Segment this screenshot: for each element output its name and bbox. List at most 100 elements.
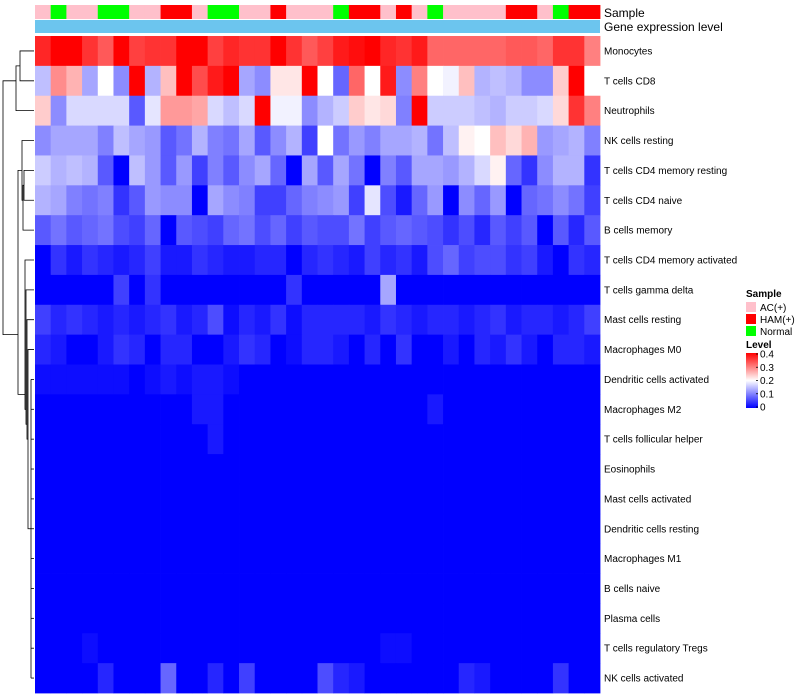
heatmap-cell xyxy=(301,454,318,485)
heatmap-cell xyxy=(286,334,303,365)
heatmap-cell xyxy=(35,155,52,186)
heatmap-cell xyxy=(364,603,381,634)
heatmap-cell xyxy=(50,633,67,664)
heatmap-cell xyxy=(82,334,99,365)
heatmap-cell xyxy=(474,36,491,67)
heatmap-cell xyxy=(254,424,271,455)
heatmap-cell xyxy=(239,155,256,186)
heatmap-cell xyxy=(521,304,538,336)
heatmap-cell xyxy=(427,603,444,634)
heatmap-cell xyxy=(50,65,67,97)
heatmap-cell xyxy=(286,274,303,306)
heatmap-cell xyxy=(427,513,444,545)
heatmap-cell xyxy=(254,603,271,634)
heatmap-cell xyxy=(474,633,491,664)
heatmap-cell xyxy=(364,394,381,425)
heatmap-cell xyxy=(254,633,271,664)
heatmap-cell xyxy=(129,663,146,694)
heatmap-cell xyxy=(443,633,460,664)
heatmap-cell xyxy=(333,95,350,126)
heatmap-cell xyxy=(474,603,491,634)
heatmap-cell xyxy=(380,663,397,694)
heatmap-cell xyxy=(66,663,83,694)
sample-track-cell xyxy=(380,5,397,19)
heatmap-cell xyxy=(395,65,413,97)
heatmap-cell xyxy=(537,633,554,664)
heatmap-cell xyxy=(176,215,193,246)
heatmap-cell xyxy=(129,65,146,97)
heatmap-cell xyxy=(348,483,365,515)
heatmap-cell xyxy=(552,36,570,67)
heatmap-cell xyxy=(490,543,507,574)
heatmap-cell xyxy=(490,185,507,216)
heatmap-cell xyxy=(239,215,256,246)
sample-track-cell xyxy=(176,5,193,19)
heatmap-cell xyxy=(552,185,570,216)
heatmap-cell xyxy=(113,513,130,545)
heatmap-cell xyxy=(144,663,161,694)
heatmap-cell xyxy=(395,215,413,246)
heatmap-cell xyxy=(380,603,397,634)
heatmap-cell xyxy=(66,394,83,425)
heatmap-cell xyxy=(380,483,397,515)
heatmap-cell xyxy=(191,215,209,246)
heatmap-cell xyxy=(364,274,381,306)
heatmap-cell xyxy=(568,36,585,67)
heatmap-cell xyxy=(239,65,256,97)
heatmap-cell xyxy=(223,185,240,216)
heatmap-cell xyxy=(443,304,460,336)
heatmap-cell xyxy=(395,543,413,574)
heatmap-cell xyxy=(144,185,161,216)
sample-track-cell xyxy=(364,5,381,19)
heatmap-cell xyxy=(286,483,303,515)
sample-track-cell xyxy=(490,5,507,19)
heatmap-cell xyxy=(348,394,365,425)
heatmap-cell xyxy=(286,663,303,694)
heatmap-cell xyxy=(348,543,365,574)
sample-track-cell xyxy=(286,5,303,19)
heatmap-cell xyxy=(411,663,428,694)
heatmap-cell xyxy=(191,36,209,67)
heatmap-cell xyxy=(364,483,381,515)
heatmap-cell xyxy=(176,663,193,694)
heatmap-cell xyxy=(584,125,601,156)
heatmap-cell xyxy=(113,215,130,246)
heatmap-cell xyxy=(35,483,52,515)
row-label: Mast cells resting xyxy=(604,315,681,326)
heatmap-cell xyxy=(129,633,146,664)
row-label: Neutrophils xyxy=(604,106,655,117)
heatmap-cell xyxy=(113,364,130,395)
heatmap-cell xyxy=(552,364,570,395)
heatmap-cell xyxy=(333,65,350,97)
row-dendrogram xyxy=(2,50,34,679)
heatmap-cell xyxy=(129,304,146,336)
sample-track-cell xyxy=(113,5,130,19)
heatmap-cell xyxy=(490,245,507,276)
heatmap-cell xyxy=(443,36,460,67)
heatmap-cell xyxy=(474,483,491,515)
heatmap-cell xyxy=(191,95,209,126)
heatmap-cell xyxy=(66,215,83,246)
heatmap-cell xyxy=(144,125,161,156)
heatmap-cell xyxy=(144,215,161,246)
heatmap-cell xyxy=(223,483,240,515)
heatmap-cell xyxy=(317,125,334,156)
row-label: Macrophages M1 xyxy=(604,554,682,565)
heatmap-cell xyxy=(176,125,193,156)
heatmap-cell xyxy=(505,95,522,126)
sample-annotation-track xyxy=(35,5,601,19)
heatmap-cell xyxy=(301,513,318,545)
heatmap-cell xyxy=(239,603,256,634)
heatmap-cell xyxy=(521,334,538,365)
heatmap-cell xyxy=(317,394,334,425)
dendrogram-branch xyxy=(19,50,34,82)
sample-track-cell xyxy=(317,5,334,19)
sample-track-cell xyxy=(270,5,287,19)
heatmap-cell xyxy=(239,245,256,276)
heatmap-cell xyxy=(129,603,146,634)
row-label: T cells CD4 memory activated xyxy=(604,255,737,266)
legend-sample-swatch xyxy=(746,302,756,312)
heatmap-cell xyxy=(144,95,161,126)
heatmap-cell xyxy=(254,155,271,186)
heatmap-cell xyxy=(97,274,114,306)
